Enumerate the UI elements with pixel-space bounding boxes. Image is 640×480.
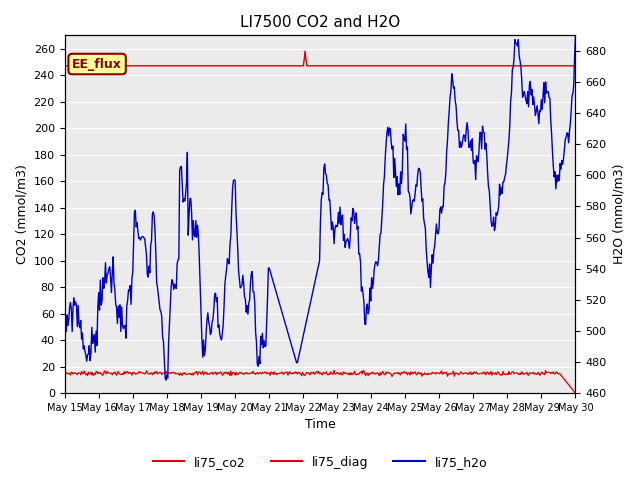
Y-axis label: H2O (mmol/m3): H2O (mmol/m3) — [612, 164, 625, 264]
Text: EE_flux: EE_flux — [72, 58, 122, 71]
Y-axis label: CO2 (mmol/m3): CO2 (mmol/m3) — [15, 164, 28, 264]
Legend: li75_co2, li75_diag, li75_h2o: li75_co2, li75_diag, li75_h2o — [148, 451, 492, 474]
Title: LI7500 CO2 and H2O: LI7500 CO2 and H2O — [240, 15, 400, 30]
X-axis label: Time: Time — [305, 419, 335, 432]
